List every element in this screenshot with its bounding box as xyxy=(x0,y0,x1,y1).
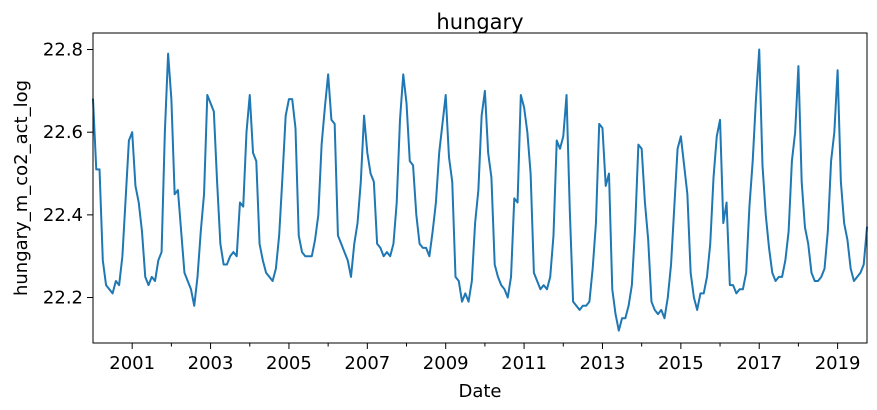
x-tick-label: 2009 xyxy=(423,353,469,374)
y-axis: 22.2 22.4 22.6 22.8 xyxy=(43,40,93,309)
x-tick-label: 2017 xyxy=(736,353,782,374)
y-tick-label: 22.2 xyxy=(43,288,83,309)
series-line-0 xyxy=(92,48,868,332)
x-tick-label: 2003 xyxy=(188,353,234,374)
axes-frame xyxy=(92,32,868,344)
x-tick-label: 2013 xyxy=(580,353,626,374)
x-tick-label: 2005 xyxy=(266,353,312,374)
y-tick-label: 22.8 xyxy=(43,40,83,61)
plot-area xyxy=(92,48,868,332)
chart-title: hungary xyxy=(436,10,523,34)
x-tick-label: 2007 xyxy=(344,353,390,374)
y-axis-label: hungary_m_co2_act_log xyxy=(11,80,32,296)
y-tick-label: 22.4 xyxy=(43,205,83,226)
x-axis: 2001 2003 2005 2007 2009 2011 2013 2015 2017 2019 xyxy=(109,343,861,374)
x-tick-label: 2001 xyxy=(109,353,155,374)
x-tick-label: 2015 xyxy=(658,353,704,374)
y-tick-label: 22.6 xyxy=(43,122,83,143)
x-tick-label: 2019 xyxy=(815,353,861,374)
x-tick-label: 2011 xyxy=(501,353,547,374)
x-axis-label: Date xyxy=(458,381,501,402)
